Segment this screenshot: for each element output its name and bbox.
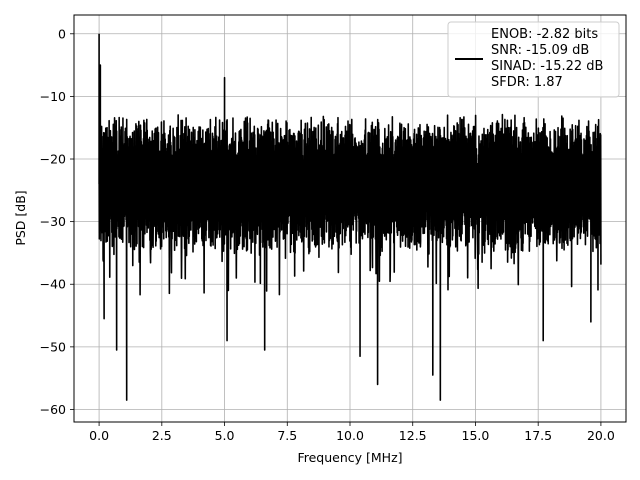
x-tick-label: 7.5 bbox=[277, 428, 297, 443]
y-tick-label: −10 bbox=[40, 89, 66, 104]
psd-series bbox=[98, 33, 602, 401]
legend-snr: SNR: -15.09 dB bbox=[491, 43, 589, 58]
legend: ENOB: -2.82 bits SNR: -15.09 dB SINAD: -… bbox=[447, 21, 620, 98]
x-tick-label: 2.5 bbox=[152, 428, 172, 443]
y-tick-label: −50 bbox=[40, 339, 66, 354]
y-tick-label: −60 bbox=[40, 402, 66, 417]
x-tick-label: 5.0 bbox=[215, 428, 235, 443]
legend-sfdr: SFDR: 1.87 bbox=[491, 75, 563, 90]
y-tick-label: 0 bbox=[58, 26, 66, 41]
legend-enob: ENOB: -2.82 bits bbox=[491, 27, 598, 42]
y-tick-label: −20 bbox=[40, 152, 66, 167]
psd-line bbox=[98, 33, 602, 401]
x-tick-label: 0.0 bbox=[89, 428, 109, 443]
x-tick-label: 12.5 bbox=[399, 428, 427, 443]
x-tick-label: 17.5 bbox=[524, 428, 552, 443]
y-axis-ticks: 0 −10 −20 −30 −40 −50 −60 bbox=[40, 26, 74, 417]
y-axis-label: PSD [dB] bbox=[13, 190, 28, 245]
legend-sinad: SINAD: -15.22 dB bbox=[491, 59, 603, 74]
x-axis-ticks: 0.0 2.5 5.0 7.5 10.0 12.5 15.0 17.5 20.0 bbox=[89, 422, 615, 443]
x-axis-label: Frequency [MHz] bbox=[297, 450, 402, 465]
y-tick-label: −40 bbox=[40, 277, 66, 292]
y-tick-label: −30 bbox=[40, 214, 66, 229]
x-tick-label: 10.0 bbox=[336, 428, 364, 443]
x-tick-label: 15.0 bbox=[462, 428, 490, 443]
x-tick-label: 20.0 bbox=[587, 428, 615, 443]
legend-box bbox=[447, 21, 620, 98]
